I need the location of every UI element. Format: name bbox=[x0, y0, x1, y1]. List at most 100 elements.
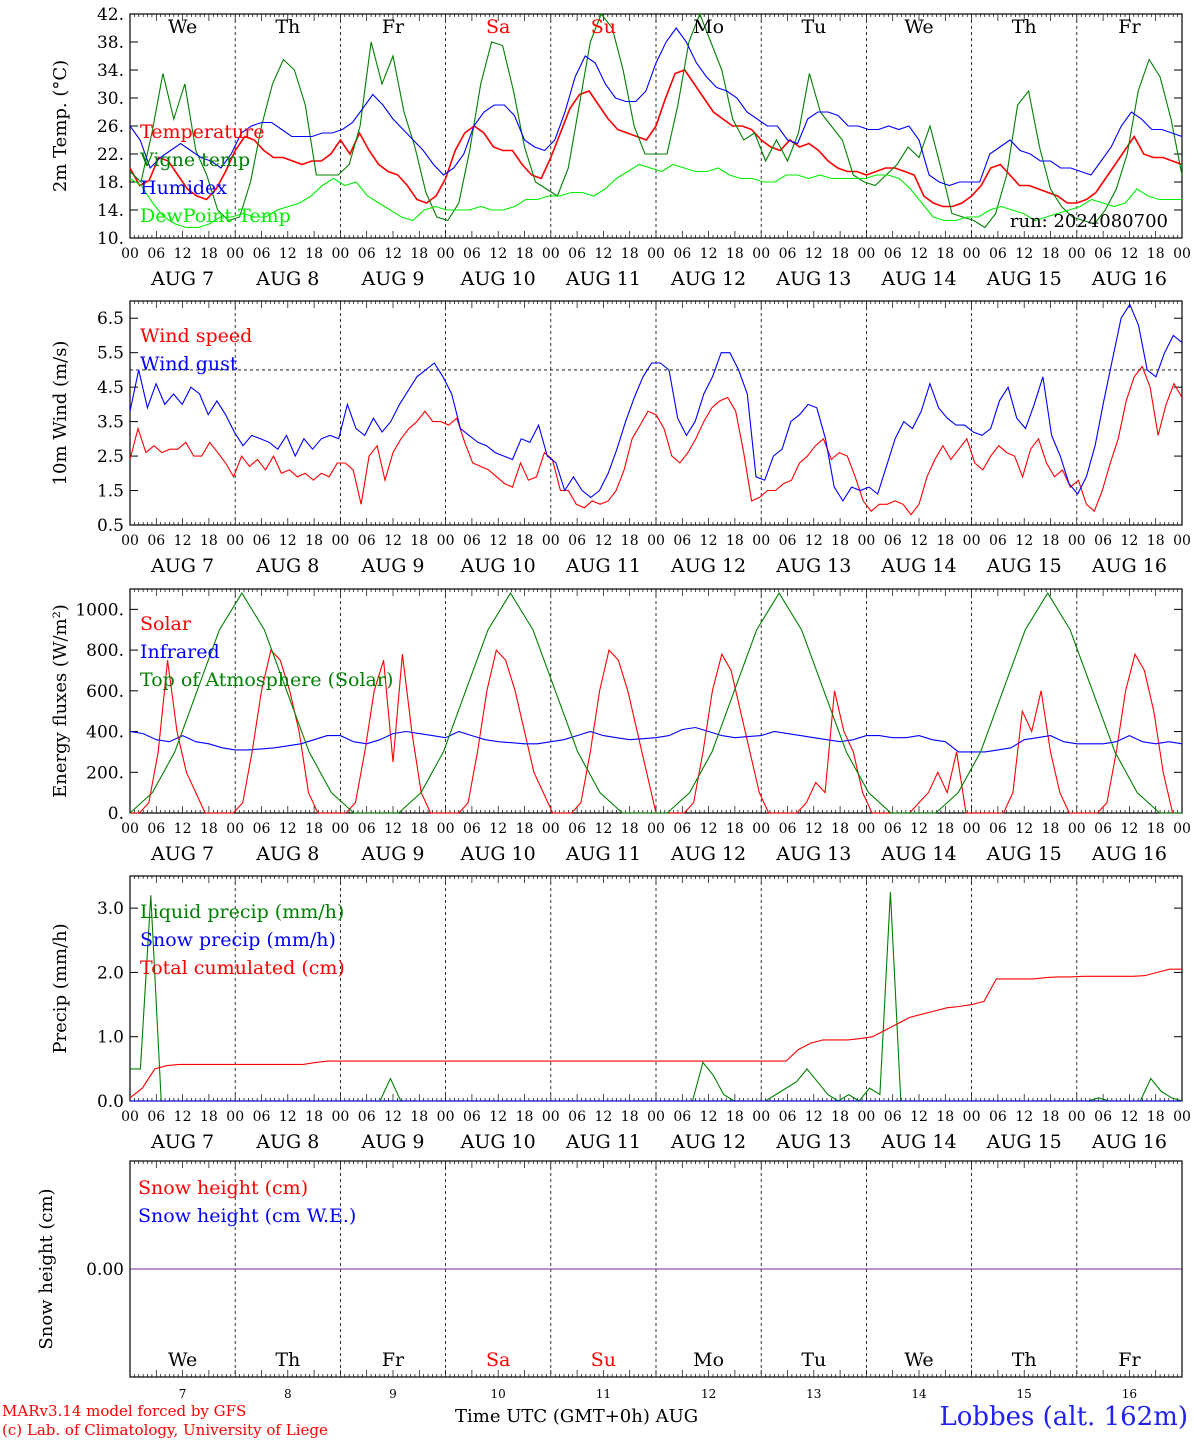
hour-label: 00 bbox=[121, 246, 139, 262]
hour-label: 18 bbox=[726, 821, 744, 837]
hour-label: 06 bbox=[568, 821, 586, 837]
date-label: AUG 9 bbox=[360, 268, 424, 290]
hour-label: 00 bbox=[437, 246, 455, 262]
series-line bbox=[129, 27, 1183, 187]
time-axis-title: Time UTC (GMT+0h) AUG bbox=[455, 1406, 699, 1427]
y-tick-label: 0.0 bbox=[97, 1092, 124, 1112]
hour-label: 12 bbox=[594, 1109, 612, 1125]
hour-label: 12 bbox=[1120, 246, 1138, 262]
hour-label: 18 bbox=[1042, 1109, 1060, 1125]
y-tick-label: 3.5 bbox=[97, 413, 124, 433]
bottom-date-label: 12 bbox=[701, 1387, 716, 1400]
hour-label: 12 bbox=[594, 246, 612, 262]
hour-label: 00 bbox=[857, 1109, 875, 1125]
hour-label: 06 bbox=[463, 246, 481, 262]
hour-label: 12 bbox=[805, 1109, 823, 1125]
legend-entry: Total cumulated (cm) bbox=[140, 957, 345, 979]
hour-label: 00 bbox=[647, 533, 665, 549]
y-tick-label: 38. bbox=[97, 33, 124, 53]
hour-label: 06 bbox=[884, 246, 902, 262]
hour-label: 18 bbox=[305, 1109, 323, 1125]
series-line bbox=[129, 968, 1182, 1099]
legend-entry: DewPoint Temp bbox=[140, 205, 291, 227]
legend-entry: Snow height (cm W.E.) bbox=[138, 1205, 356, 1227]
weekday-label-bottom: Mo bbox=[693, 1349, 724, 1371]
hour-label: 06 bbox=[253, 1109, 271, 1125]
date-label: AUG 12 bbox=[670, 555, 746, 577]
hour-label: 06 bbox=[673, 1109, 691, 1125]
hour-label: 18 bbox=[410, 533, 428, 549]
hour-label: 18 bbox=[410, 821, 428, 837]
hour-label: 18 bbox=[1147, 821, 1165, 837]
date-label: AUG 15 bbox=[986, 1131, 1062, 1153]
date-label: AUG 14 bbox=[880, 555, 956, 577]
hour-label: 18 bbox=[1042, 533, 1060, 549]
hour-label: 12 bbox=[805, 246, 823, 262]
hour-label: 12 bbox=[910, 821, 928, 837]
hour-label: 00 bbox=[1068, 533, 1086, 549]
y-axis-label: Precip (mm/h) bbox=[50, 923, 71, 1053]
y-tick-label: 42. bbox=[97, 5, 124, 25]
hour-label: 18 bbox=[936, 1109, 954, 1125]
hour-label: 18 bbox=[621, 1109, 639, 1125]
date-label: AUG 13 bbox=[775, 555, 851, 577]
hour-label: 18 bbox=[1147, 246, 1165, 262]
date-label: AUG 9 bbox=[360, 555, 424, 577]
hour-label: 18 bbox=[516, 1109, 534, 1125]
hour-label: 00 bbox=[331, 246, 349, 262]
legend-entry: Top of Atmosphere (Solar) bbox=[140, 669, 393, 691]
date-label: AUG 7 bbox=[150, 843, 214, 865]
hour-label: 12 bbox=[594, 533, 612, 549]
weekday-label-bottom: Th bbox=[1012, 1349, 1037, 1371]
hour-label: 18 bbox=[200, 533, 218, 549]
date-label: AUG 10 bbox=[460, 268, 536, 290]
hour-label: 00 bbox=[1173, 1109, 1191, 1125]
hour-label: 06 bbox=[253, 821, 271, 837]
y-tick-label: 3.0 bbox=[97, 899, 124, 919]
hour-label: 12 bbox=[489, 1109, 507, 1125]
date-label: AUG 16 bbox=[1091, 555, 1167, 577]
panel-4 bbox=[129, 875, 1183, 1102]
hour-label: 00 bbox=[542, 246, 560, 262]
date-label: AUG 8 bbox=[255, 555, 319, 577]
hour-label: 06 bbox=[884, 1109, 902, 1125]
legend-entry: Snow height (cm) bbox=[138, 1177, 308, 1199]
hour-label: 18 bbox=[621, 821, 639, 837]
y-axis-label: 2m Temp. (°C) bbox=[50, 60, 71, 192]
hour-label: 00 bbox=[226, 246, 244, 262]
hour-label: 00 bbox=[121, 533, 139, 549]
panel-3 bbox=[129, 588, 1183, 814]
date-label: AUG 10 bbox=[460, 843, 536, 865]
hour-label: 18 bbox=[936, 246, 954, 262]
hour-label: 18 bbox=[831, 246, 849, 262]
y-tick-label: 0.5 bbox=[97, 516, 124, 536]
y-axis-label: Snow height (cm) bbox=[36, 1188, 57, 1349]
bottom-date-label: 16 bbox=[1122, 1387, 1137, 1400]
hour-label: 18 bbox=[305, 533, 323, 549]
bottom-date-label: 9 bbox=[389, 1387, 397, 1400]
hour-label: 00 bbox=[331, 533, 349, 549]
hour-label: 18 bbox=[1147, 1109, 1165, 1125]
hour-label: 06 bbox=[147, 1109, 165, 1125]
hour-label: 18 bbox=[831, 533, 849, 549]
y-tick-label: 0.00 bbox=[86, 1260, 124, 1280]
series-line bbox=[129, 365, 1183, 516]
date-label: AUG 8 bbox=[255, 843, 319, 865]
date-label: AUG 11 bbox=[565, 843, 641, 865]
y-tick-label: 2.0 bbox=[97, 963, 124, 983]
location-label: Lobbes (alt. 162m) bbox=[939, 1402, 1188, 1432]
weekday-label-bottom: We bbox=[904, 1349, 933, 1371]
weekday-label-top: Sa bbox=[486, 16, 510, 38]
hour-label: 18 bbox=[305, 246, 323, 262]
weekday-label-top: Fr bbox=[382, 16, 405, 38]
hour-label: 06 bbox=[147, 246, 165, 262]
hour-label: 18 bbox=[936, 821, 954, 837]
date-label: AUG 14 bbox=[880, 1131, 956, 1153]
weekday-label-top: Su bbox=[591, 16, 616, 38]
hour-label: 18 bbox=[726, 1109, 744, 1125]
hour-label: 06 bbox=[147, 821, 165, 837]
hour-label: 06 bbox=[568, 533, 586, 549]
hour-label: 12 bbox=[174, 533, 192, 549]
hour-label: 12 bbox=[805, 821, 823, 837]
hour-label: 18 bbox=[831, 821, 849, 837]
